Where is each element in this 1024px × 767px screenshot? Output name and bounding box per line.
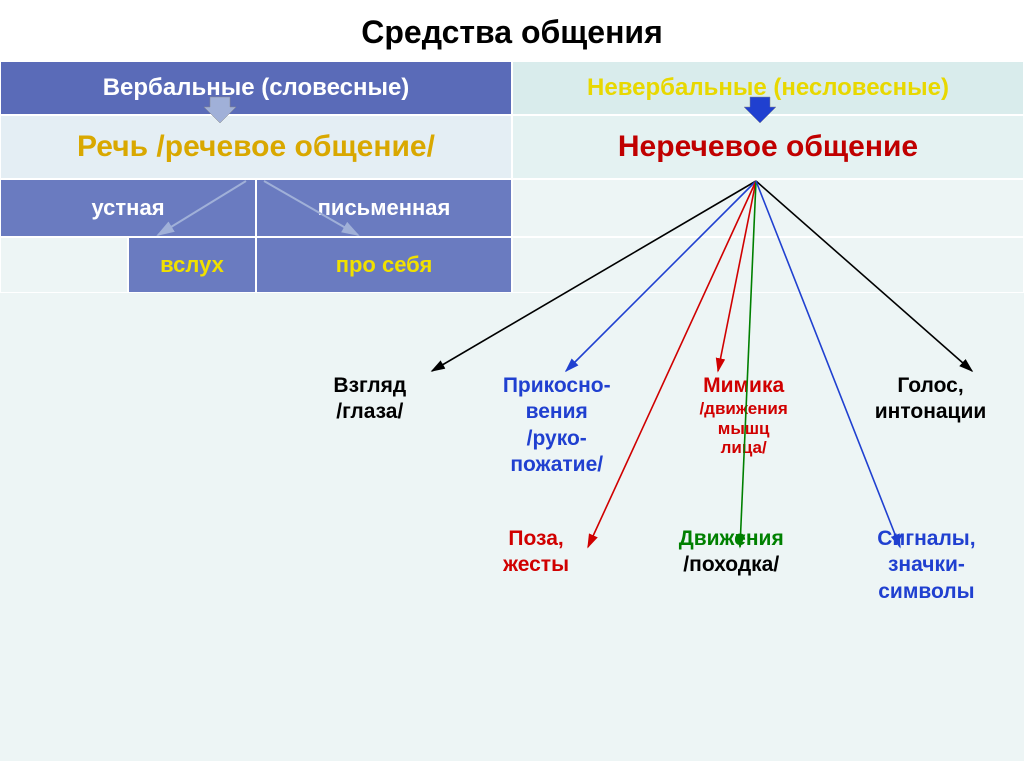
cat-gaze: Взгляд /глаза/ [276, 373, 463, 478]
diagram-area: Вербальные (словесные) Невербальные (нес… [0, 61, 1024, 761]
sub-move: Движения/походка/ [634, 526, 829, 605]
cell-written: письменная [256, 179, 512, 237]
cell-blank-1 [0, 237, 128, 293]
big-nonspeech: Неречевое общение [512, 115, 1024, 179]
cell-empty-right [512, 179, 1024, 237]
cell-oral: устная [0, 179, 256, 237]
sub-spacer [0, 526, 438, 605]
category-row: Взгляд /глаза/ Прикосно- вения /руко- по… [0, 373, 1024, 478]
sub-pose: Поза, жесты [438, 526, 633, 605]
big-speech: Речь /речевое общение/ [0, 115, 512, 179]
big-row: Речь /речевое общение/ Неречевое общение [0, 115, 1024, 179]
cell-aloud: вслух [128, 237, 256, 293]
cell-blank-right [512, 237, 1024, 293]
cat-spacer [0, 373, 276, 478]
purple-row-2: вслух про себя [0, 237, 1024, 293]
header-row: Вербальные (словесные) Невербальные (нес… [0, 61, 1024, 115]
page-title: Средства общения [0, 0, 1024, 61]
header-verbal: Вербальные (словесные) [0, 61, 512, 115]
cat-mimic: Мимика/движения мышц лица/ [650, 373, 837, 478]
header-nonverbal: Невербальные (несловесные) [512, 61, 1024, 115]
purple-row-1: устная письменная [0, 179, 1024, 237]
subcategory-row: Поза, жесты Движения/походка/ Сигналы, з… [0, 526, 1024, 605]
cat-touch: Прикосно- вения /руко- пожатие/ [463, 373, 650, 478]
cell-self: про себя [256, 237, 512, 293]
cat-voice: Голос, интонации [837, 373, 1024, 478]
sub-signals: Сигналы, значки- символы [829, 526, 1024, 605]
